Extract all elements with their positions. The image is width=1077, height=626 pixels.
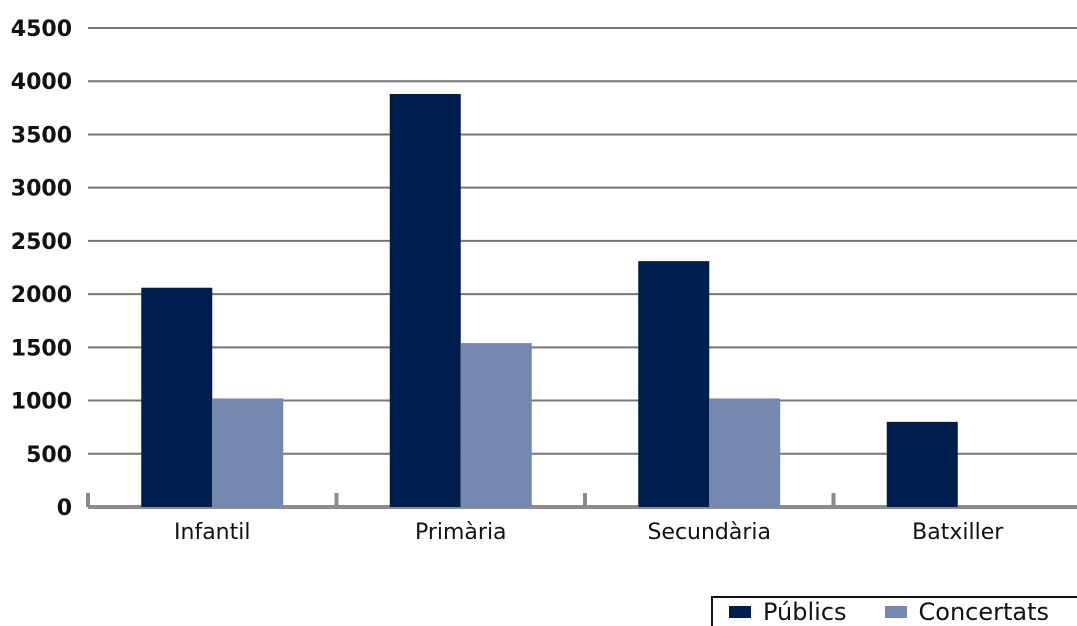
y-tick-label: 4000 [11, 70, 72, 95]
y-tick-label: 500 [26, 443, 72, 468]
bar-chart: 0 500 1000 1500 2000 2500 3000 3500 4000 4500 Infa… [11, 17, 1077, 545]
bar [886, 421, 958, 507]
y-tick-label: 0 [57, 496, 72, 521]
legend-swatch-publics [729, 606, 751, 618]
y-tick-label: 4500 [11, 17, 72, 42]
x-tick-label: Secundària [647, 520, 771, 545]
bar [460, 343, 532, 507]
bar [141, 287, 213, 507]
x-tick-label: Infantil [174, 520, 250, 545]
bar [709, 398, 781, 507]
y-tick-label: 3500 [11, 123, 72, 148]
bar [212, 398, 284, 507]
y-tick-label: 1000 [11, 390, 72, 415]
bar [389, 93, 461, 508]
y-tick-label: 3000 [11, 177, 72, 202]
legend-label-publics: Públics [763, 598, 847, 626]
x-tick-label: Primària [415, 520, 507, 545]
legend-item-publics: Públics [729, 598, 847, 626]
legend-swatch-concertats [884, 606, 907, 618]
x-tick-label: Batxiller [912, 520, 1004, 545]
y-tick-label: 2500 [11, 230, 72, 255]
legend: Públics Concertats [711, 596, 1077, 626]
legend-label-concertats: Concertats [918, 598, 1050, 626]
legend-item-concertats: Concertats [884, 598, 1050, 626]
y-tick-label: 2000 [11, 283, 72, 308]
y-tick-label: 1500 [11, 336, 72, 361]
bar [638, 261, 710, 507]
